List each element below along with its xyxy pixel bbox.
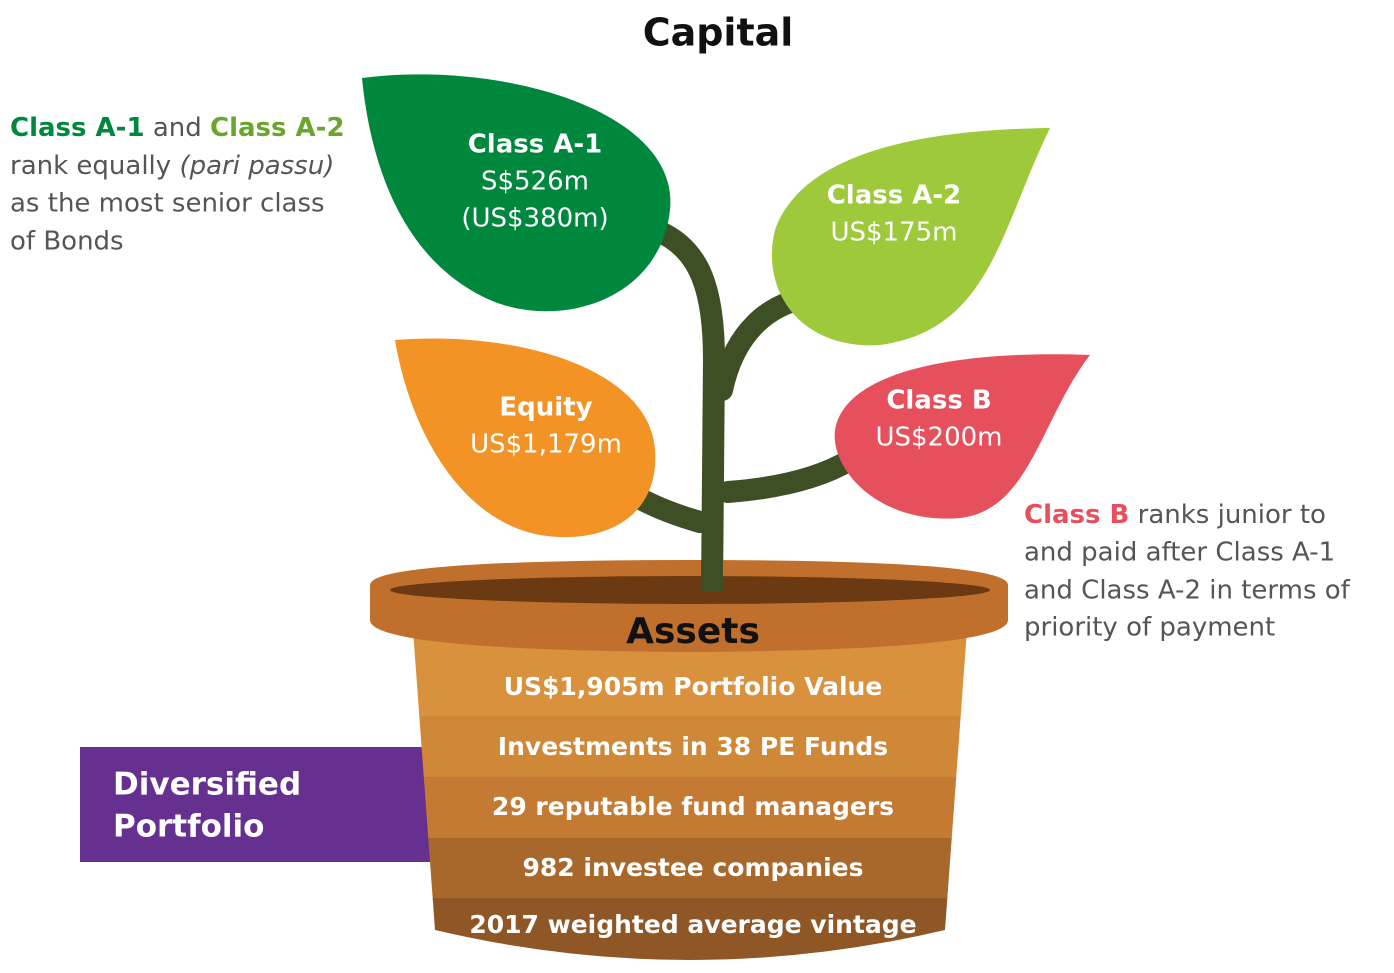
leaf-labels: Class A-1 S$526m (US$380m) Class A-2 US$… [461, 130, 1002, 460]
leaf-class-a2 [771, 128, 1050, 346]
band [413, 838, 967, 898]
text: rank equally [10, 151, 171, 181]
side-label: Portfolio [113, 809, 264, 845]
leaf-class-b [834, 354, 1090, 519]
leaf-value: S$526m [481, 167, 589, 197]
note-right: Class B ranks junior to and paid after C… [1024, 500, 1351, 643]
note-line: as the most senior class [10, 189, 325, 219]
text: (pari passu) [179, 151, 334, 181]
leaf-name: Equity [499, 393, 592, 423]
note-left: Class A-1 and Class A-2 rank equally (pa… [10, 113, 345, 257]
leaf-value: (US$380m) [461, 204, 608, 234]
note-line: Class A-1 and Class A-2 [10, 113, 345, 143]
pot-title: Assets [626, 611, 760, 652]
pot-row: Investments in 38 PE Funds [498, 732, 888, 761]
pot-row: 2017 weighted average vintage [469, 910, 916, 939]
pot-row: 982 investee companies [523, 853, 864, 882]
pot-soil [390, 576, 990, 604]
class-name: Class B [1024, 500, 1129, 530]
leaf-name: Class A-1 [468, 130, 603, 160]
band [413, 716, 967, 777]
pot-rows: US$1,905m Portfolio Value Investments in… [469, 672, 916, 939]
leaf-equity [395, 338, 656, 538]
note-line: of Bonds [10, 227, 124, 257]
side-box [80, 747, 430, 862]
note-line: priority of payment [1024, 613, 1275, 643]
pot-row: 29 reputable fund managers [492, 792, 894, 821]
leaf-value: US$175m [830, 218, 957, 248]
note-line: Class B ranks junior to [1024, 500, 1326, 530]
note-line: and Class A-2 in terms of [1024, 576, 1351, 606]
leaf-value: US$1,179m [470, 430, 622, 460]
side-label: Diversified [113, 767, 301, 803]
leaf-value: US$200m [875, 423, 1002, 453]
class-name: Class A-2 [210, 113, 345, 143]
leaf-name: Class A-2 [827, 181, 962, 211]
note-line: rank equally (pari passu) [10, 151, 334, 181]
leaf-class-a1 [362, 74, 671, 312]
joiner: and [153, 113, 202, 143]
note-line: and paid after Class A-1 [1024, 538, 1335, 568]
band [413, 777, 967, 838]
pot-row: US$1,905m Portfolio Value [504, 672, 883, 701]
stem-base [701, 560, 723, 592]
text: ranks junior to [1138, 500, 1326, 530]
title: Capital [643, 11, 794, 55]
leaf-name: Class B [886, 386, 991, 416]
class-name: Class A-1 [10, 113, 145, 143]
